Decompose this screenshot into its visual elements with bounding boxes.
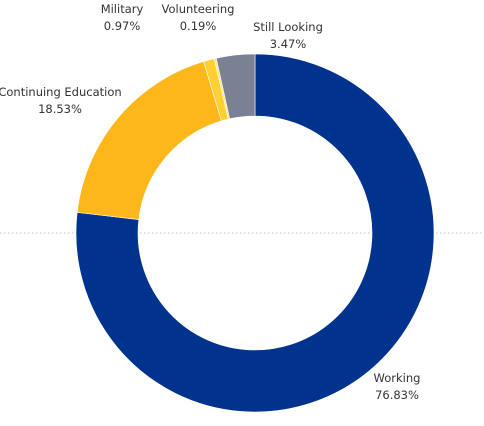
label-still-looking-name: Still Looking — [253, 20, 323, 34]
label-military-value: 0.97% — [104, 19, 141, 33]
label-volunteering-name: Volunteering — [162, 2, 235, 16]
slice-still-looking[interactable] — [215, 53, 256, 120]
labels-group: Working 76.83% Continuing Education 18.53% M… — [0, 2, 420, 402]
label-still-looking-value: 3.47% — [270, 37, 307, 51]
label-continuing-education-name: Continuing Education — [0, 85, 122, 99]
slice-working[interactable] — [75, 53, 435, 413]
label-continuing-education-value: 18.53% — [38, 102, 82, 116]
slices-group — [75, 53, 435, 413]
label-working-value: 76.83% — [375, 388, 419, 402]
label-military-name: Military — [101, 2, 144, 16]
label-working-name: Working — [374, 371, 421, 385]
label-volunteering-value: 0.19% — [180, 19, 217, 33]
